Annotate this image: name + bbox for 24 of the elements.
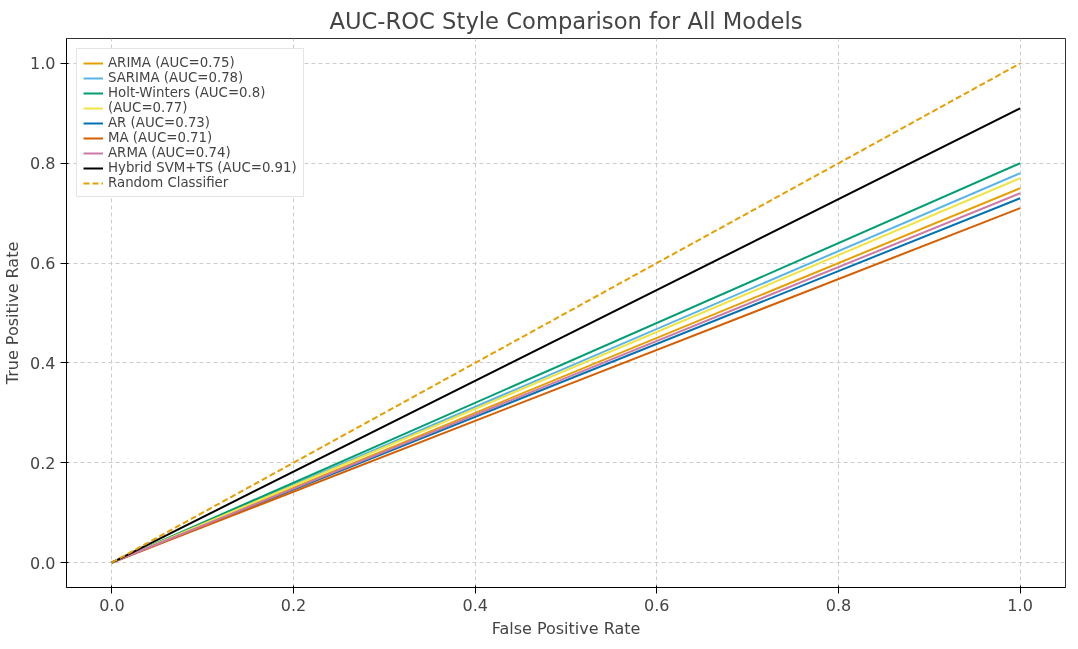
chart-title: AUC-ROC Style Comparison for All Models [329, 7, 803, 34]
x-tick-label: 0.0 [99, 595, 125, 615]
legend-label: ARMA (AUC=0.74) [108, 145, 231, 160]
x-tick-label: 1.0 [1007, 595, 1033, 615]
legend-label: SARIMA (AUC=0.78) [108, 70, 244, 85]
x-tick-label: 0.2 [280, 595, 307, 615]
y-tick-label: 0.2 [30, 453, 56, 473]
y-tick-label: 1.0 [30, 54, 56, 74]
legend-label: AR (AUC=0.73) [108, 115, 211, 130]
x-tick-label: 0.4 [462, 595, 488, 615]
y-tick-label: 0.8 [30, 154, 56, 174]
legend-label: (AUC=0.77) [108, 100, 188, 115]
x-tick-label: 0.6 [644, 595, 670, 615]
x-axis-title: False Positive Rate [491, 618, 641, 638]
legend-label: MA (AUC=0.71) [108, 130, 213, 145]
y-tick-label: 0.4 [30, 353, 56, 373]
x-tick-label: 0.8 [825, 595, 852, 615]
y-tick-label: 0.6 [30, 254, 56, 274]
legend-label: Holt-Winters (AUC=0.8) [108, 85, 266, 100]
legend-label: Hybrid SVM+TS (AUC=0.91) [108, 160, 297, 175]
y-axis-title: True Positive Rate [3, 241, 23, 386]
y-tick-label: 0.0 [30, 553, 56, 573]
legend-label: ARIMA (AUC=0.75) [108, 55, 235, 70]
legend-label: Random Classifier [108, 175, 229, 190]
